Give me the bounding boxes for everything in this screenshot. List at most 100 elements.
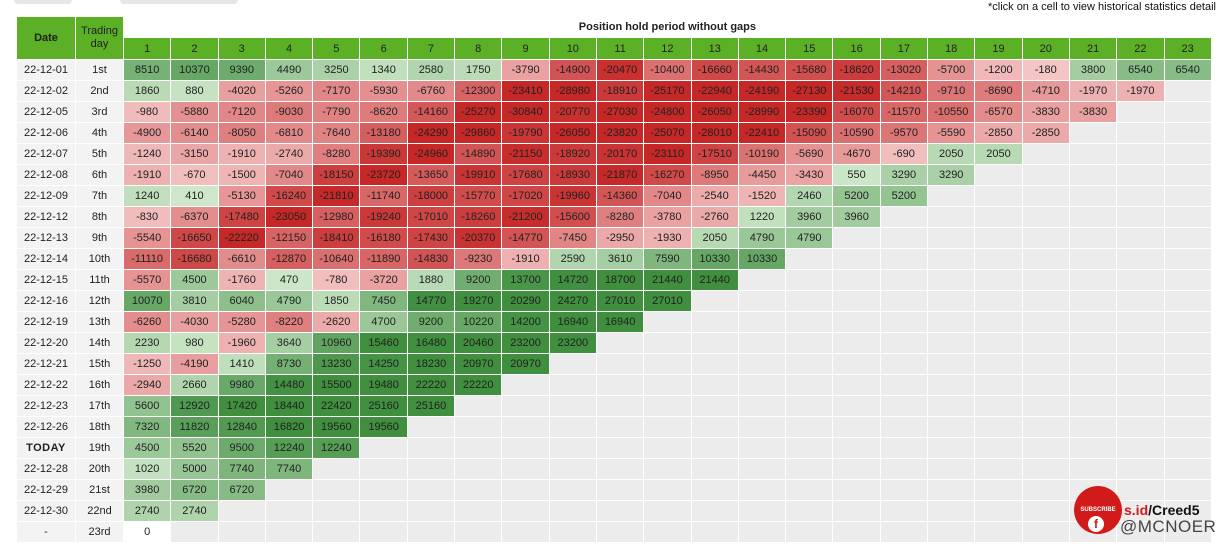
stat-cell[interactable]: 5200 [879, 185, 929, 207]
stat-cell[interactable]: -2740 [264, 143, 314, 165]
stat-cell[interactable]: -2950 [595, 227, 645, 249]
stat-cell[interactable]: 1860 [122, 80, 172, 102]
stat-cell[interactable]: -24290 [406, 122, 456, 144]
stat-cell[interactable]: 6720 [217, 479, 266, 501]
stat-cell[interactable]: 3800 [1068, 59, 1118, 81]
stat-cell[interactable]: 3290 [879, 164, 929, 186]
stat-cell[interactable]: 4500 [122, 437, 172, 459]
stat-cell[interactable]: -8620 [359, 101, 408, 123]
stat-cell[interactable]: -21530 [832, 80, 881, 102]
stat-cell[interactable]: 19480 [359, 374, 408, 396]
stat-cell[interactable]: 18440 [264, 395, 314, 417]
stat-cell[interactable]: -830 [122, 206, 172, 228]
stat-cell[interactable]: 21440 [690, 269, 739, 291]
stat-cell[interactable]: -10190 [737, 143, 787, 165]
stat-cell[interactable]: -16680 [170, 248, 219, 270]
stat-cell[interactable]: -25270 [454, 101, 503, 123]
stat-cell[interactable]: -14770 [501, 227, 550, 249]
stat-cell[interactable]: 12920 [170, 395, 219, 417]
stat-cell[interactable]: 16480 [406, 332, 456, 354]
stat-cell[interactable]: 6540 [1116, 59, 1165, 81]
stat-cell[interactable]: 3960 [785, 206, 834, 228]
stat-cell[interactable]: -1930 [643, 227, 692, 249]
stat-cell[interactable]: -18410 [312, 227, 361, 249]
stat-cell[interactable]: -12980 [312, 206, 361, 228]
stat-cell[interactable]: -14160 [406, 101, 456, 123]
stat-cell[interactable]: 16940 [595, 311, 645, 333]
stat-cell[interactable]: 12840 [217, 416, 266, 438]
stat-cell[interactable]: 13700 [501, 269, 550, 291]
stat-cell[interactable]: 3640 [264, 332, 314, 354]
stat-cell[interactable]: -5690 [785, 143, 834, 165]
stat-cell[interactable]: -17510 [690, 143, 739, 165]
stat-cell[interactable]: -8690 [974, 80, 1023, 102]
stat-cell[interactable]: -2760 [690, 206, 739, 228]
stat-cell[interactable]: 27010 [595, 290, 645, 312]
stat-cell[interactable]: -14360 [595, 185, 645, 207]
stat-cell[interactable]: -1250 [122, 353, 172, 375]
stat-cell[interactable]: 12240 [312, 437, 361, 459]
stat-cell[interactable]: -14210 [879, 80, 929, 102]
stat-cell[interactable]: 20460 [454, 332, 503, 354]
stat-cell[interactable]: -9230 [454, 248, 503, 270]
stat-cell[interactable]: -24960 [406, 143, 456, 165]
stat-cell[interactable]: 7320 [122, 416, 172, 438]
stat-cell[interactable]: -7170 [312, 80, 361, 102]
stat-cell[interactable]: 470 [264, 269, 314, 291]
stat-cell[interactable]: 1020 [122, 458, 172, 480]
stat-cell[interactable]: -4670 [832, 143, 881, 165]
stat-cell[interactable]: -16650 [170, 227, 219, 249]
stat-cell[interactable]: -19790 [501, 122, 550, 144]
stat-cell[interactable]: -13650 [406, 164, 456, 186]
stat-cell[interactable]: -5540 [122, 227, 172, 249]
stat-cell[interactable]: 1220 [737, 206, 787, 228]
stat-cell[interactable]: 7740 [217, 458, 266, 480]
stat-cell[interactable]: -15680 [785, 59, 834, 81]
stat-cell[interactable]: -4020 [217, 80, 266, 102]
stat-cell[interactable]: 25160 [406, 395, 456, 417]
stat-cell[interactable]: -1910 [122, 164, 172, 186]
stat-cell[interactable]: -22940 [690, 80, 739, 102]
stat-cell[interactable]: -8220 [264, 311, 314, 333]
stat-cell[interactable]: 4700 [359, 311, 408, 333]
stat-cell[interactable]: -17430 [406, 227, 456, 249]
stat-cell[interactable]: -690 [879, 143, 929, 165]
stat-cell[interactable]: -26050 [548, 122, 597, 144]
stat-cell[interactable]: 15500 [312, 374, 361, 396]
stat-cell[interactable]: 16940 [548, 311, 597, 333]
stat-cell[interactable]: 20290 [501, 290, 550, 312]
stat-cell[interactable]: -18930 [548, 164, 597, 186]
stat-cell[interactable]: 1340 [359, 59, 408, 81]
stat-cell[interactable]: -23050 [264, 206, 314, 228]
stat-cell[interactable]: -6260 [122, 311, 172, 333]
stat-cell[interactable]: 18700 [595, 269, 645, 291]
stat-cell[interactable]: -18000 [406, 185, 456, 207]
stat-cell[interactable]: 1750 [454, 59, 503, 81]
stat-cell[interactable]: -24190 [737, 80, 787, 102]
stat-cell[interactable]: -16660 [690, 59, 739, 81]
stat-cell[interactable]: 10960 [312, 332, 361, 354]
stat-cell[interactable]: -23820 [595, 122, 645, 144]
stat-cell[interactable]: -9570 [879, 122, 929, 144]
stat-cell[interactable]: 2740 [122, 500, 172, 522]
stat-cell[interactable]: -23390 [785, 101, 834, 123]
stat-cell[interactable]: -7640 [312, 122, 361, 144]
stat-cell[interactable]: -21870 [595, 164, 645, 186]
stat-cell[interactable]: 2740 [170, 500, 219, 522]
stat-cell[interactable]: -16240 [264, 185, 314, 207]
stat-cell[interactable]: -16070 [832, 101, 881, 123]
stat-cell[interactable]: 9200 [406, 311, 456, 333]
stat-cell[interactable]: 410 [170, 185, 219, 207]
stat-cell[interactable]: -18920 [548, 143, 597, 165]
stat-cell[interactable]: 1850 [312, 290, 361, 312]
stat-cell[interactable]: 550 [832, 164, 881, 186]
stat-cell[interactable]: -1960 [217, 332, 266, 354]
stat-cell[interactable]: -6610 [217, 248, 266, 270]
stat-cell[interactable]: -5930 [359, 80, 408, 102]
stat-cell[interactable]: -780 [312, 269, 361, 291]
stat-cell[interactable]: 980 [170, 332, 219, 354]
stat-cell[interactable]: 23200 [548, 332, 597, 354]
stat-cell[interactable]: -5880 [170, 101, 219, 123]
stat-cell[interactable]: 5000 [170, 458, 219, 480]
stat-cell[interactable]: -3720 [359, 269, 408, 291]
